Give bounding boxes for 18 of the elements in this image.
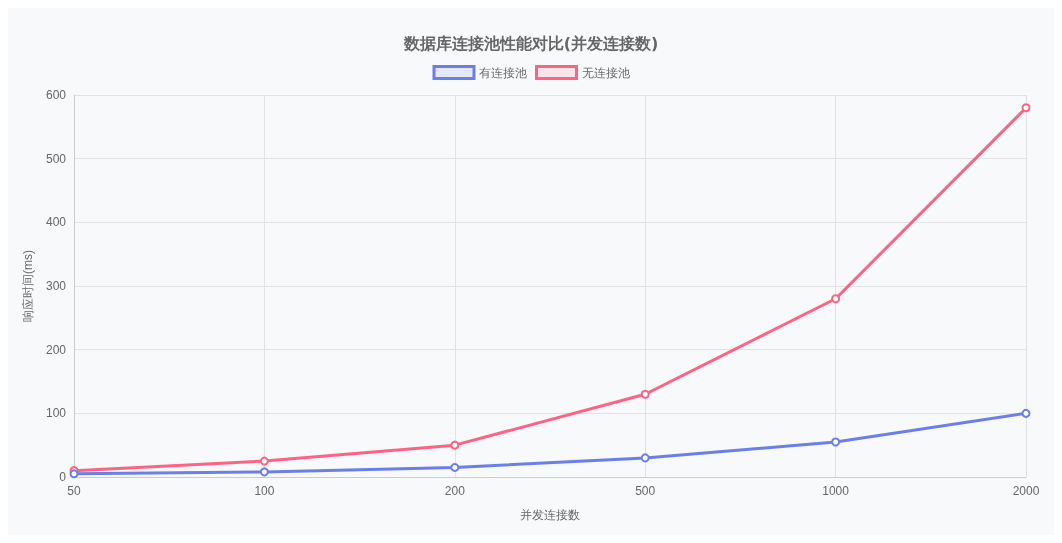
legend-label: 有连接池 [479,65,527,80]
y-tick-label: 200 [45,342,67,357]
x-tick-label: 500 [635,484,656,498]
y-tick-label: 600 [45,88,67,102]
y-tick-label: 100 [45,406,67,421]
y-tick-label: 0 [59,470,67,484]
x-tick-label: 50 [67,484,81,498]
x-tick-label: 100 [254,484,275,498]
y-tick-label: 500 [45,151,67,166]
legend-label: 无连接池 [581,65,630,80]
y-axis-title: 响应时间(ms) [21,250,35,322]
x-tick-label: 2000 [1012,484,1040,498]
chart-title: 数据库连接池性能对比(并发连接数) [402,33,659,53]
y-tick-label: 300 [45,279,67,293]
y-tick-label: 400 [45,215,67,230]
x-tick-label: 1000 [822,484,850,498]
x-tick-label: 200 [444,484,466,498]
x-axis-title: 并发连接数 [520,508,580,522]
